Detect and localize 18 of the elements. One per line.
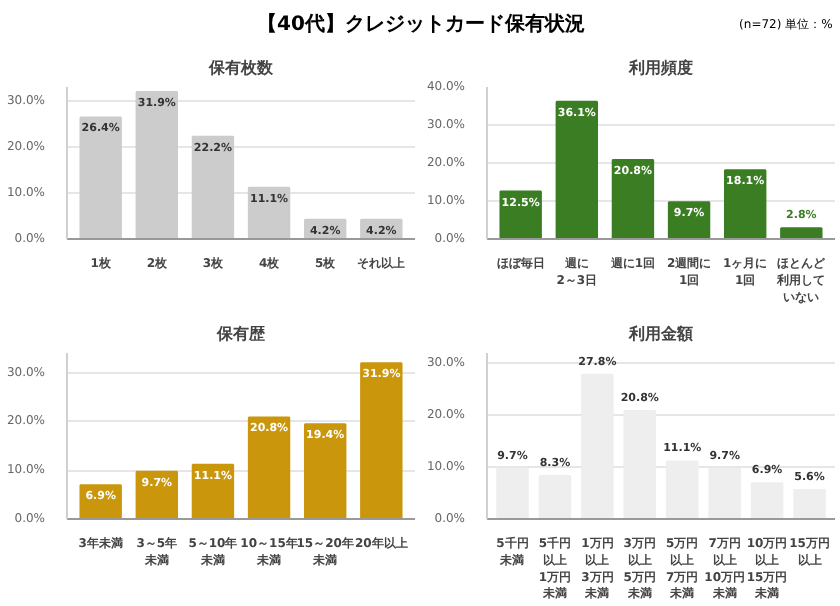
bar (360, 362, 403, 519)
bar (780, 227, 823, 239)
bar (191, 135, 235, 239)
bar (611, 158, 655, 239)
chart-title: 利用頻度 (627, 57, 693, 77)
chart-title: 利用金額 (627, 325, 693, 343)
bar (303, 423, 347, 519)
bar (750, 482, 784, 519)
bar (723, 169, 767, 239)
chart-title: 保有枚数 (207, 59, 275, 77)
bar (135, 91, 179, 239)
bar (555, 100, 599, 239)
chart-title: 保有歴 (215, 325, 267, 343)
bar (793, 488, 826, 519)
bar (247, 416, 291, 519)
text: 【40代】クレジットカード保有状況 (257, 12, 585, 37)
bar (79, 116, 122, 239)
bar (538, 474, 572, 519)
